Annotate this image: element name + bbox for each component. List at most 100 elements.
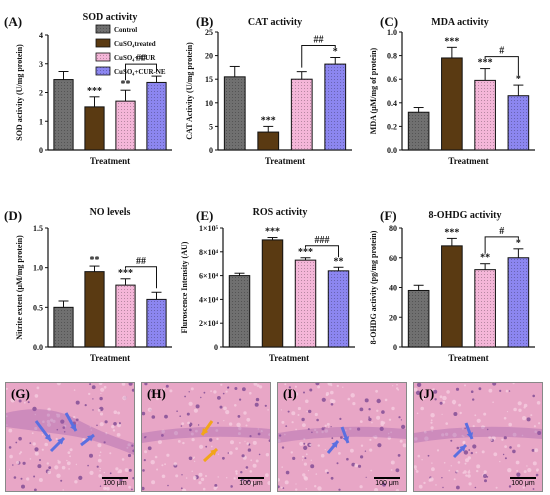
y-tick-label: 0.0 xyxy=(33,343,43,352)
bar xyxy=(324,63,347,151)
micrograph-label: (I) xyxy=(283,386,297,401)
significance-stars: ** xyxy=(480,253,490,264)
arrow-head xyxy=(466,432,473,439)
chart-title: NO levels xyxy=(90,207,131,218)
y-tick-label: 15 xyxy=(205,75,213,84)
bar xyxy=(53,79,74,151)
chart-panels: (A) SOD activity 0 1 2 3 4 SOD activity (U/mg p… xyxy=(4,12,535,363)
y-tick-label: 40 xyxy=(389,284,397,293)
significance-stars: *** xyxy=(87,86,102,97)
tissue-texture xyxy=(6,383,134,491)
arrow-head xyxy=(87,435,94,442)
bar xyxy=(261,239,284,348)
chart-panel-d: (D) NO levels 0.0 0.5 1.0 1.5 Nitrite extent (… xyxy=(4,207,172,363)
bar xyxy=(474,79,496,151)
legend-label: CuSO₄+ CUR xyxy=(114,54,156,62)
legend-label: CuSO₄treated xyxy=(114,40,156,48)
bar xyxy=(294,259,317,348)
significance-stars: *** xyxy=(265,227,280,238)
bar xyxy=(290,78,313,151)
chart-title: SOD activity xyxy=(83,12,138,23)
scale-bar: 100 μm xyxy=(510,477,536,487)
bar xyxy=(257,131,280,151)
micrograph-i: (I) 100 μm xyxy=(277,382,407,492)
bar xyxy=(441,245,463,348)
bar xyxy=(327,270,350,348)
panel-label: (E) xyxy=(196,208,213,223)
tissue-texture xyxy=(414,383,542,491)
y-tick-label: 1×10⁵ xyxy=(199,224,219,233)
y-axis-label: CAT Activity (U/mg protein) xyxy=(185,42,194,140)
chart-panel-b: (B) CAT activity 0 5 10 15 20 25 CAT Activity (U… xyxy=(185,14,352,166)
panel-label: (A) xyxy=(4,14,22,29)
significance-stars: ** xyxy=(121,79,131,90)
arrow-head xyxy=(202,428,209,435)
scale-bar: 100 μm xyxy=(238,477,264,487)
significance-stars: *** xyxy=(444,227,459,238)
panel-label: (F) xyxy=(380,208,397,223)
y-tick-label: 0.4 xyxy=(387,99,397,108)
bracket-label: ## xyxy=(136,256,146,267)
bar xyxy=(146,298,167,348)
y-tick-label: 0.2 xyxy=(387,122,397,131)
significance-stars: *** xyxy=(261,115,276,126)
y-tick-label: 8×10⁴ xyxy=(199,248,219,257)
bar xyxy=(407,111,430,151)
bracket-label: ## xyxy=(136,53,146,64)
bar xyxy=(474,269,496,348)
y-axis-label: SOD activity (U/mg protein) xyxy=(15,44,24,141)
y-tick-label: 0 xyxy=(214,343,218,352)
chart-panel-e: (E) ROS activity 0 2×10⁴ 4×10⁴ 6×10⁴ 8×10⁴ 1×10… xyxy=(180,207,355,363)
y-tick-label: 4 xyxy=(39,31,43,40)
x-axis-label: Treatment xyxy=(90,156,130,166)
bar xyxy=(115,284,136,348)
arrow-head xyxy=(459,445,466,452)
chart-title: CAT activity xyxy=(248,17,302,28)
scale-bar: 100 μm xyxy=(374,477,400,487)
panel-label: (C) xyxy=(380,14,398,29)
bar xyxy=(223,76,246,151)
comparison-bracket xyxy=(125,63,157,81)
y-tick-label: 6×10⁴ xyxy=(199,272,219,281)
bracket-label: ### xyxy=(315,235,330,246)
micrograph-j: (J) 100 μm xyxy=(413,382,543,492)
y-axis-label: 8-OHDG activity (pg/mg protein) xyxy=(369,230,378,344)
bracket-label: # xyxy=(499,46,504,57)
chart-title: ROS activity xyxy=(253,207,308,218)
x-axis-label: Treatment xyxy=(265,156,305,166)
x-axis-label: Treatment xyxy=(90,353,130,363)
bar xyxy=(228,275,251,348)
micrograph-label: (G) xyxy=(11,386,30,401)
y-axis-label: MDA (μM/mg of protein) xyxy=(369,47,378,134)
significance-stars: * xyxy=(516,238,521,249)
chart-panel-f: (F) 8-OHDG activity 0 20 40 60 80 8-OHDG activi… xyxy=(369,208,535,363)
y-tick-label: 0.5 xyxy=(33,303,43,312)
arrow-head xyxy=(44,434,51,441)
y-tick-label: 25 xyxy=(205,28,213,37)
legend-label: CuSO₄+CUR-NE xyxy=(114,68,166,76)
x-axis-label: Treatment xyxy=(448,156,488,166)
arrow-head xyxy=(57,438,64,445)
y-tick-label: 0.6 xyxy=(387,75,397,84)
chart-title: 8-OHDG activity xyxy=(428,210,501,221)
y-tick-label: 4×10⁴ xyxy=(199,295,219,304)
significance-stars: ** xyxy=(334,256,344,267)
chart-title: MDA activity xyxy=(431,17,489,28)
chart-panel-a: (A) SOD activity 0 1 2 3 4 SOD activity (U/mg p… xyxy=(4,12,172,166)
arrow-head xyxy=(70,424,76,431)
bar xyxy=(115,100,136,151)
scale-bar: 100 μm xyxy=(102,477,128,487)
comparison-bracket xyxy=(484,236,519,254)
y-tick-label: 20 xyxy=(389,313,397,322)
significance-stars: *** xyxy=(478,58,493,69)
tissue-texture xyxy=(142,383,270,491)
micrograph-label: (H) xyxy=(147,386,166,401)
comparison-bracket xyxy=(484,56,519,76)
significance-stars: ** xyxy=(90,255,100,266)
legend-label: Control xyxy=(114,26,137,34)
comparison-bracket xyxy=(301,44,336,68)
bar xyxy=(507,257,530,348)
significance-stars: *** xyxy=(118,268,133,279)
y-tick-label: 10 xyxy=(205,99,213,108)
legend-swatch xyxy=(95,66,111,76)
